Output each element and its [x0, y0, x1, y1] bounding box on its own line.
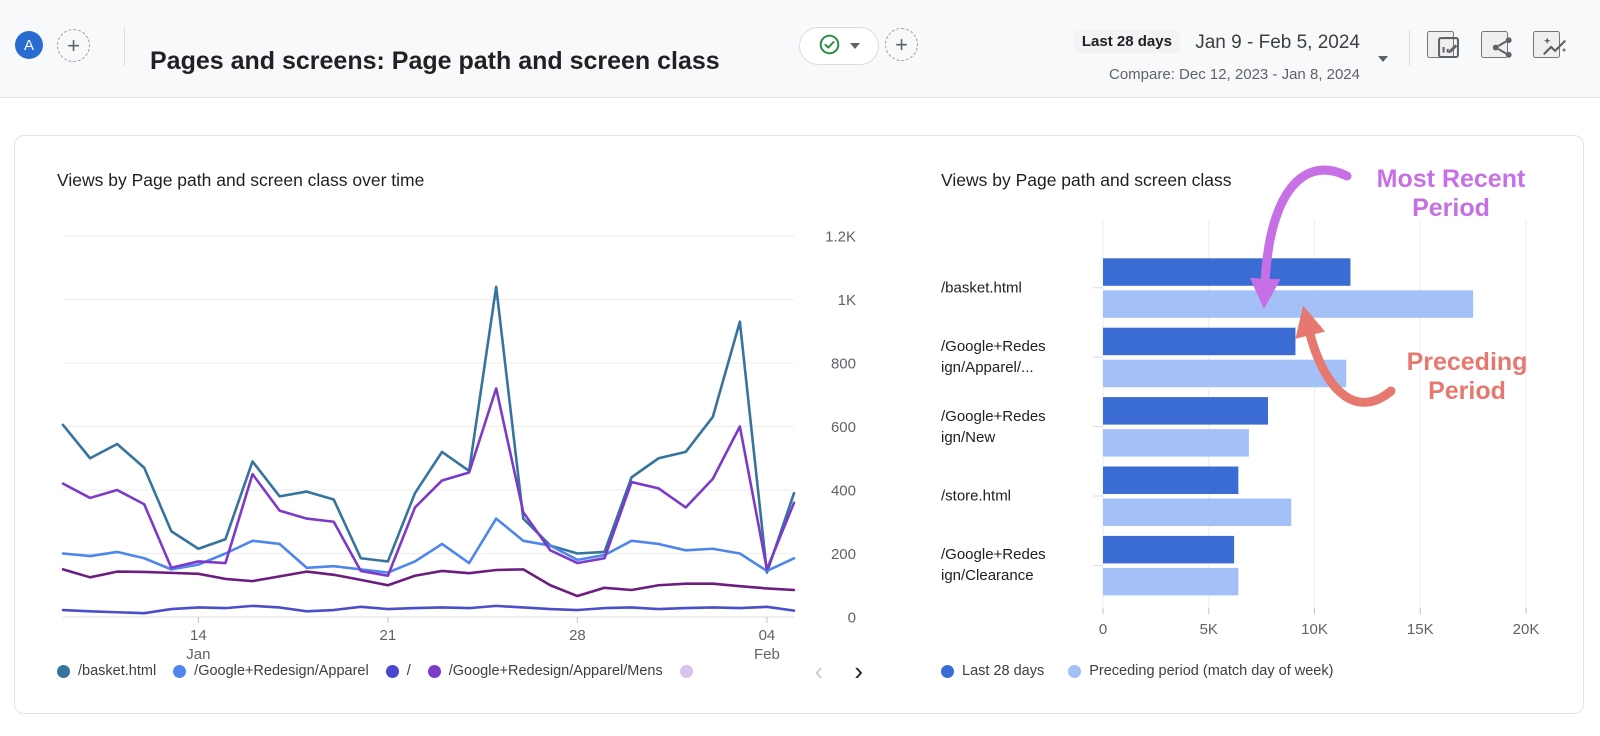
divider: [124, 28, 125, 66]
legend-label: /basket.html: [78, 663, 157, 679]
legend-dot: [57, 664, 70, 678]
line-chart-title: Views by Page path and screen class over…: [57, 170, 425, 190]
annotation-preceding: Preceding Period: [1387, 348, 1547, 405]
svg-text:Feb: Feb: [754, 646, 780, 663]
date-chevron-down-icon[interactable]: [1378, 56, 1388, 62]
legend-item: /: [385, 663, 411, 679]
legend-label: /Google+Redesign/Apparel: [194, 663, 369, 679]
legend-dot: [385, 664, 399, 678]
date-compare: Compare: Dec 12, 2023 - Jan 8, 2024: [1109, 66, 1360, 83]
svg-text:200: 200: [831, 546, 856, 563]
svg-text:15K: 15K: [1407, 621, 1434, 638]
svg-text:1.2K: 1.2K: [825, 229, 856, 246]
svg-text:0: 0: [1099, 621, 1107, 638]
legend-item: /Google+Redesign/Apparel: [173, 663, 369, 679]
chevron-down-icon: [850, 43, 860, 49]
data-quality-button[interactable]: [799, 27, 879, 65]
svg-text:20K: 20K: [1513, 621, 1540, 638]
check-circle-icon: [818, 33, 841, 59]
legend-dot: [173, 664, 187, 678]
add-filter-button[interactable]: +: [885, 28, 918, 61]
bar-category-label: /Google+Redesign/Apparel/...: [941, 338, 1046, 376]
annotation-most-recent: Most Recent Period: [1351, 165, 1551, 222]
svg-text:800: 800: [831, 356, 856, 373]
report-card: Views by Page path and screen class over…: [14, 135, 1584, 714]
bar-category-label: /Google+Redesign/Clearance: [941, 546, 1046, 584]
charts-canvas: 0 200 400 600 800 1K 1.2K 14 Jan 21 28 04 Feb 0 5K 10K 1…: [61, 165, 1540, 663]
legend-item: /Google+Redesign/Apparel/Mens: [427, 663, 663, 679]
legend-dot: [679, 664, 693, 678]
date-preset-badge: Last 28 days: [1073, 30, 1180, 53]
customize-report-icon[interactable]: [1427, 31, 1459, 58]
svg-text:600: 600: [831, 419, 856, 436]
svg-text:5K: 5K: [1200, 621, 1218, 638]
plus-icon: +: [895, 31, 908, 57]
share-icon[interactable]: [1481, 31, 1512, 58]
insights-icon[interactable]: [1533, 31, 1567, 58]
bar-chart-legend: Last 28 days Preceding period (match day…: [941, 663, 1333, 679]
legend-dot: [1068, 664, 1082, 678]
bar-category-label: /basket.html: [941, 279, 1022, 297]
svg-text:14: 14: [190, 627, 207, 644]
bar-category-label: /store.html: [941, 487, 1012, 505]
date-range[interactable]: Last 28 days Jan 9 - Feb 5, 2024: [1040, 30, 1360, 54]
svg-text:28: 28: [569, 627, 586, 644]
svg-text:0: 0: [848, 610, 856, 627]
line-chart-legend: /basket.html /Google+Redesign/Apparel / …: [57, 655, 863, 686]
legend-label: /: [406, 663, 411, 679]
legend-item: /basket.html: [57, 663, 156, 679]
legend-next-icon[interactable]: ›: [854, 655, 863, 686]
divider: [1409, 30, 1410, 66]
annotation-line: Preceding: [1406, 348, 1528, 376]
annotation-line: Period: [1428, 376, 1506, 405]
legend-item: Last 28 days: [941, 663, 1044, 679]
bar-category-label: /Google+Redesign/New: [941, 408, 1046, 446]
date-range-text: Jan 9 - Feb 5, 2024: [1195, 32, 1360, 53]
svg-text:21: 21: [380, 627, 397, 644]
legend-label: Last 28 days: [962, 663, 1045, 679]
legend-dot: [427, 664, 441, 678]
avatar[interactable]: A: [15, 31, 43, 59]
svg-text:04: 04: [759, 627, 776, 644]
page-title: Pages and screens: Page path and screen …: [150, 46, 720, 75]
legend-item: [679, 664, 701, 678]
plus-icon: +: [67, 32, 80, 58]
svg-text:400: 400: [831, 483, 856, 500]
svg-text:Jan: Jan: [186, 646, 210, 663]
add-comparison-button[interactable]: +: [57, 29, 90, 62]
arrow-most-recent: [1249, 165, 1352, 310]
top-bar: A + Pages and screens: Page path and scr…: [0, 0, 1600, 98]
legend-label: /Google+Redesign/Apparel/Mens: [448, 663, 663, 679]
legend-item: Preceding period (match day of week): [1068, 663, 1333, 679]
annotation-line: Most Recent: [1376, 165, 1526, 193]
legend-dot: [941, 664, 954, 678]
svg-text:10K: 10K: [1301, 621, 1328, 638]
annotation-line: Period: [1412, 193, 1490, 222]
arrow-preceding: [1295, 305, 1396, 407]
bar-chart-title: Views by Page path and screen class: [941, 170, 1232, 190]
svg-text:1K: 1K: [838, 292, 856, 309]
legend-label: Preceding period (match day of week): [1089, 663, 1334, 679]
legend-prev-icon[interactable]: ‹: [814, 655, 824, 686]
